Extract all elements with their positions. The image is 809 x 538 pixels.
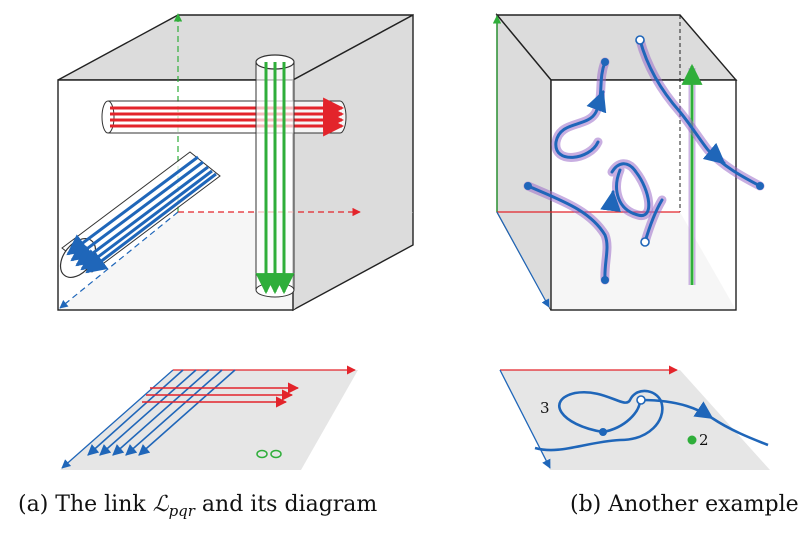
caption-b: (b) Another example: [570, 492, 799, 517]
label-point-count: 2: [699, 431, 709, 449]
strand-endpoint: [524, 182, 532, 190]
axis-b-blue-diagonal: [496, 211, 550, 308]
link-subscript: pqr: [168, 502, 195, 521]
panel-b-cube: [492, 13, 765, 311]
blue-tube: [59, 151, 221, 278]
panel-a-diagram: [60, 365, 358, 470]
axis-a-blue-diagonal: [59, 211, 179, 309]
panel-a-cube: [57, 13, 414, 312]
strand-endpoint: [601, 58, 609, 66]
link-symbol: ℒ: [152, 492, 169, 517]
diagram-a-plane: [60, 370, 358, 470]
knot-strand: [554, 60, 607, 159]
green-tube: [255, 54, 295, 298]
strand-endpoint: [601, 276, 609, 284]
crossing-point: [636, 395, 646, 405]
strand-endpoint: [635, 35, 645, 45]
green-point: [256, 449, 268, 459]
diagram-curve: [641, 398, 714, 420]
diagram-curve: [534, 389, 664, 452]
panel-b-diagram: 3 2: [499, 365, 770, 470]
red-tube: [101, 97, 347, 137]
knot-strand: [638, 38, 762, 188]
green-point: [687, 435, 697, 445]
green-point: [270, 449, 282, 459]
diagram-b-plane: [500, 370, 770, 470]
knot-strand: [526, 184, 609, 282]
label-crossing-count: 3: [540, 399, 550, 417]
strand-endpoint: [640, 237, 650, 247]
strand-endpoint: [756, 182, 764, 190]
crossing-point: [599, 428, 607, 436]
diagram-curve: [711, 416, 769, 447]
caption-a: (a) The link ℒpqr and its diagram: [18, 492, 378, 521]
